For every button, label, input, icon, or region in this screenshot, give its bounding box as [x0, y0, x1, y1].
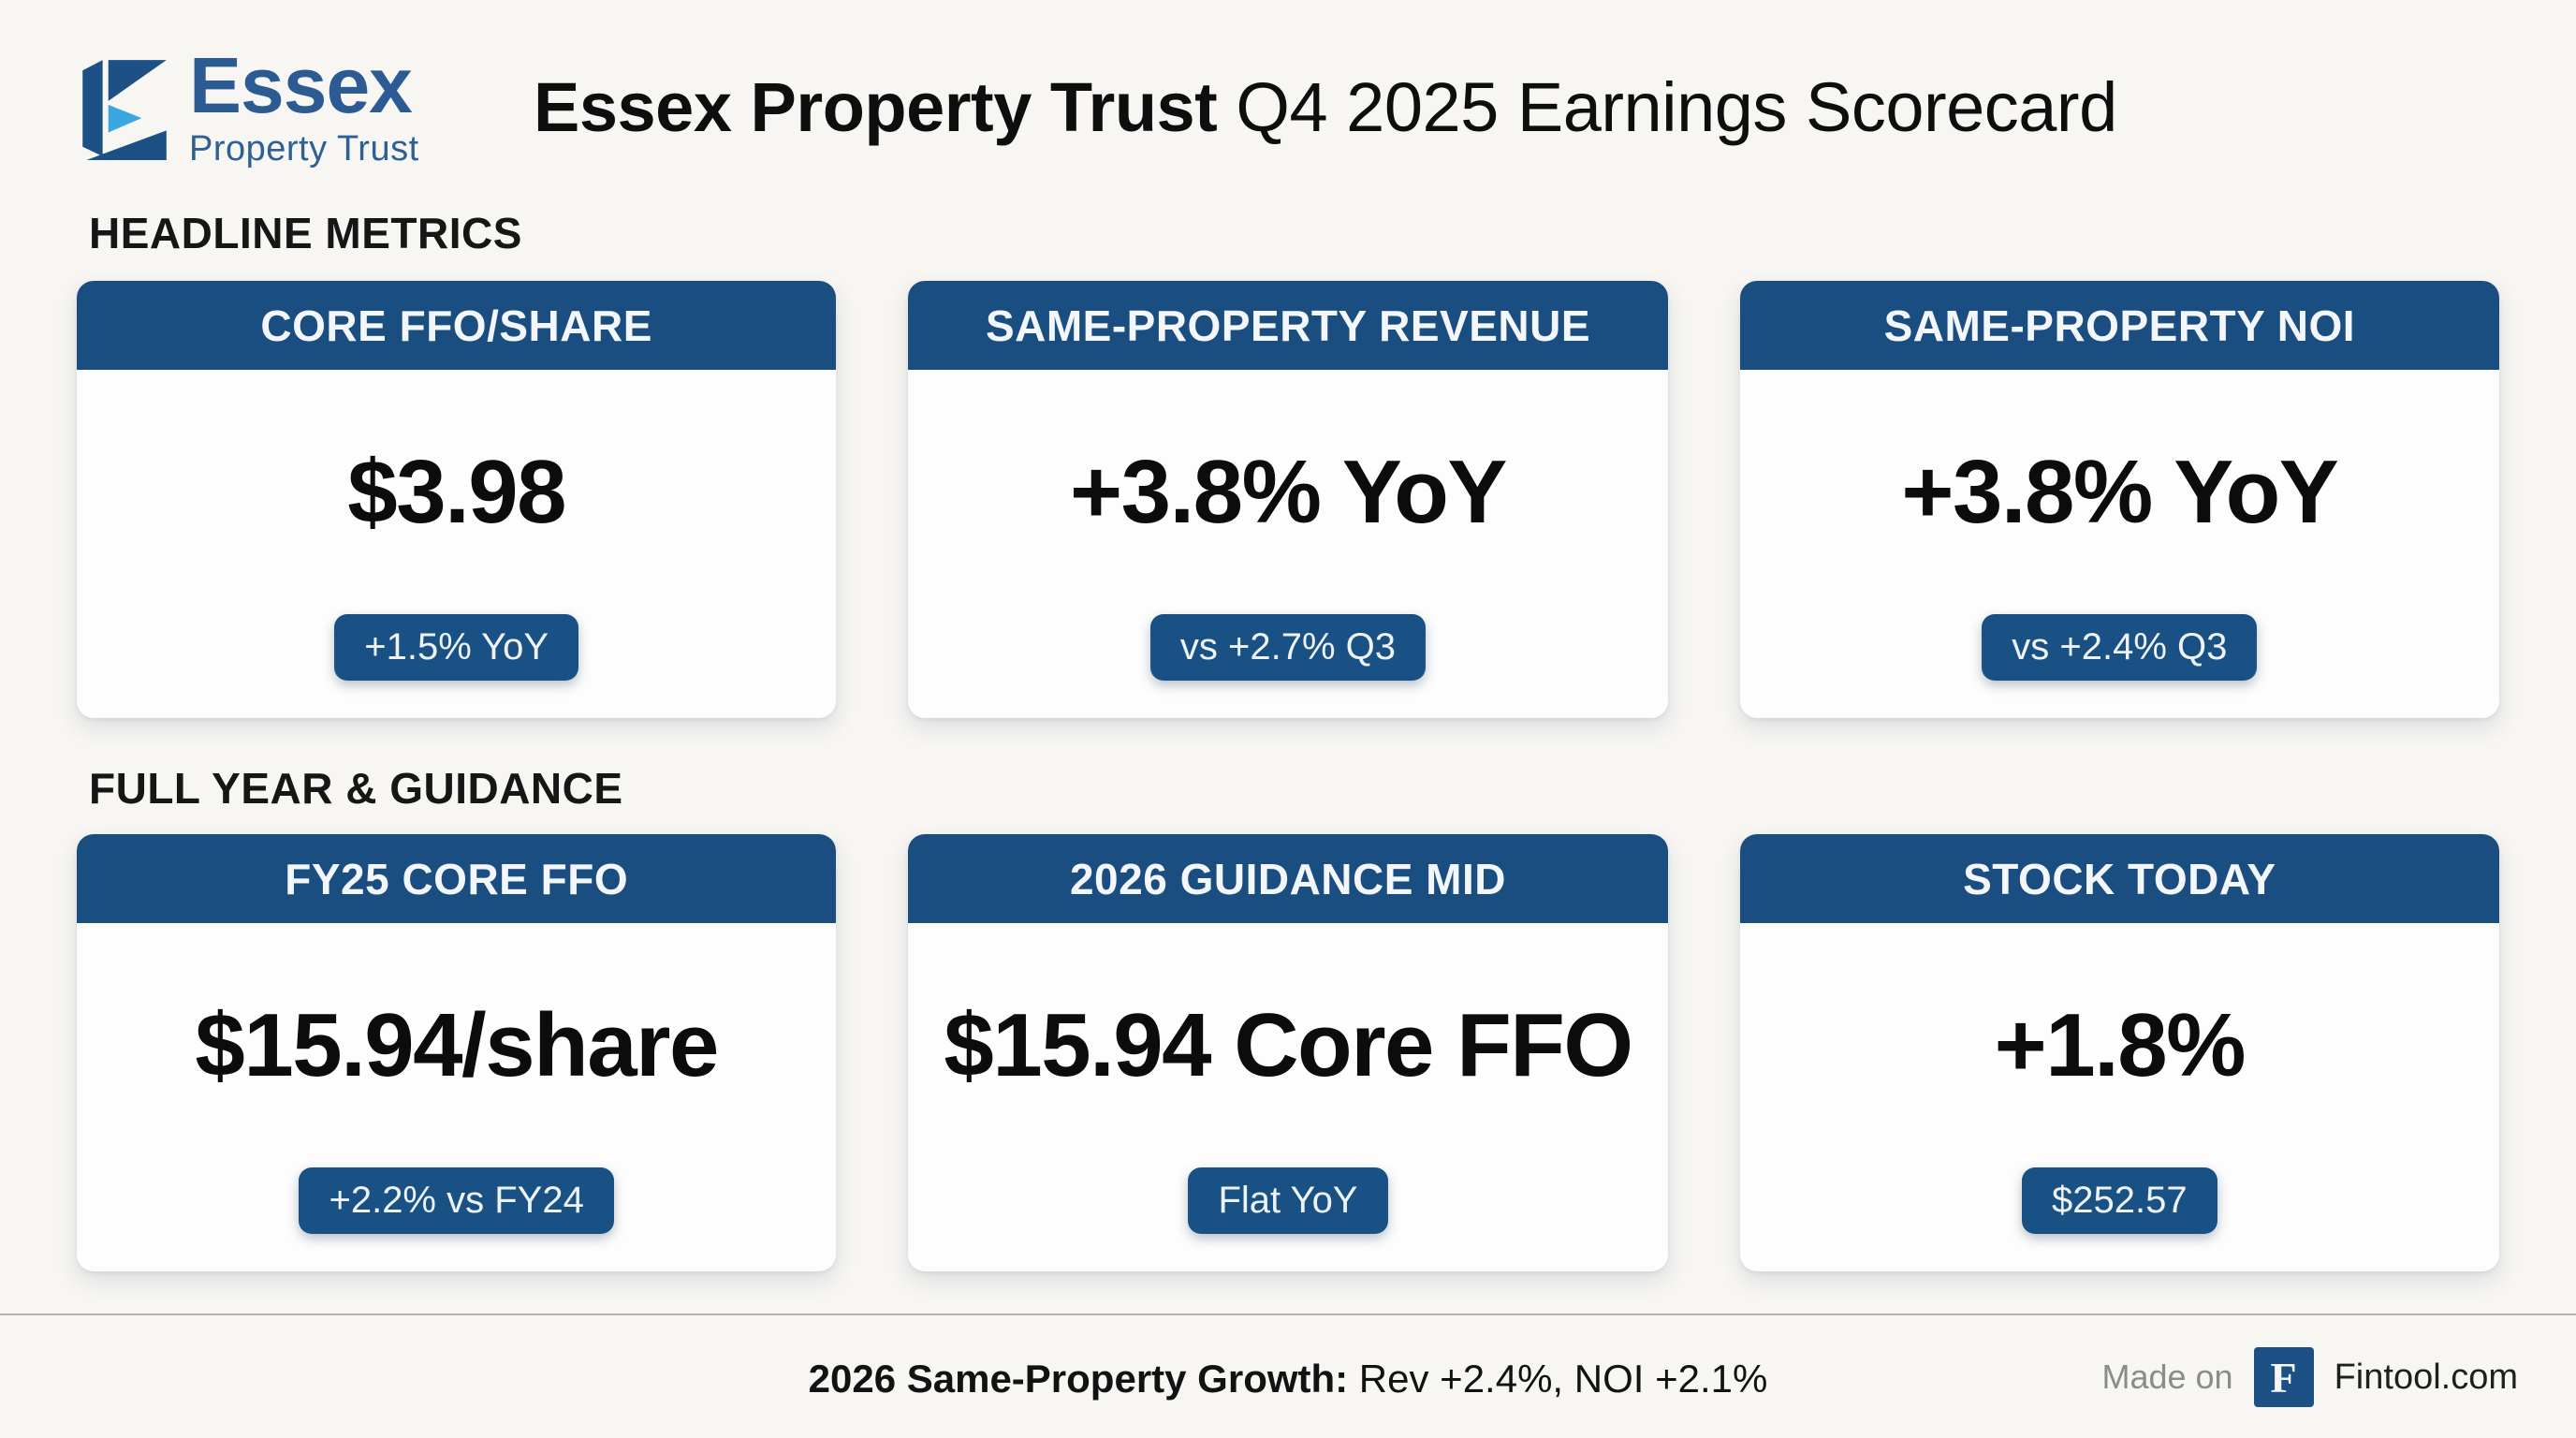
- metric-badge-core-ffo-share: +1.5% YoY: [334, 614, 579, 681]
- section-label-full-year-guidance: FULL YEAR & GUIDANCE: [89, 764, 623, 813]
- section-full-year-guidance: FULL YEAR & GUIDANCE FY25 CORE FFO $15.9…: [0, 763, 2576, 1271]
- made-on-label: Made on: [2101, 1357, 2233, 1396]
- metric-badge-same-property-noi: vs +2.4% Q3: [1982, 614, 2258, 681]
- card-body: +3.8% YoY vs +2.4% Q3: [1740, 370, 2499, 718]
- metric-card-stock-today: STOCK TODAY +1.8% $252.57: [1739, 834, 2499, 1271]
- footer-note: 2026 Same-Property Growth: Rev +2.4%, NO…: [0, 1357, 2576, 1401]
- metric-card-2026-guidance-mid: 2026 GUIDANCE MID $15.94 Core FFO Flat Y…: [908, 834, 1668, 1271]
- metric-badge-stock-today: $252.57: [2022, 1167, 2217, 1234]
- metric-badge-fy25-core-ffo: +2.2% vs FY24: [299, 1167, 614, 1234]
- essex-logo-subtitle: Property Trust: [189, 128, 419, 169]
- metric-value-same-property-revenue: +3.8% YoY: [1070, 441, 1507, 542]
- card-title-stock-today: STOCK TODAY: [1739, 834, 2499, 923]
- metric-card-core-ffo-share: CORE FFO/SHARE $3.98 +1.5% YoY: [77, 281, 837, 718]
- card-title-fy25-core-ffo: FY25 CORE FFO: [77, 834, 837, 923]
- section-label-headline-metrics: HEADLINE METRICS: [89, 209, 522, 257]
- fintool-brand-link[interactable]: Fintool.com: [2334, 1357, 2518, 1397]
- headline-metrics-row: CORE FFO/SHARE $3.98 +1.5% YoY SAME-PROP…: [0, 281, 2576, 718]
- card-body: +3.8% YoY vs +2.7% Q3: [908, 370, 1667, 718]
- fintool-logo-icon: F: [2253, 1347, 2314, 1407]
- card-body: +1.8% $252.57: [1740, 923, 2499, 1271]
- card-title-2026-guidance-mid: 2026 GUIDANCE MID: [908, 834, 1668, 923]
- card-title-same-property-revenue: SAME-PROPERTY REVENUE: [908, 281, 1668, 370]
- metric-value-fy25-core-ffo: $15.94/share: [195, 994, 719, 1095]
- full-year-guidance-row: FY25 CORE FFO $15.94/share +2.2% vs FY24…: [0, 834, 2576, 1271]
- card-body: $15.94 Core FFO Flat YoY: [908, 923, 1667, 1271]
- fintool-logo-letter: F: [2270, 1353, 2297, 1401]
- page-title-rest: Q4 2025 Earnings Scorecard: [1217, 68, 2117, 146]
- metric-badge-same-property-revenue: vs +2.7% Q3: [1149, 614, 1427, 681]
- essex-logo-text: Essex Property Trust: [189, 41, 419, 169]
- card-title-core-ffo-share: CORE FFO/SHARE: [77, 281, 837, 370]
- metric-value-same-property-noi: +3.8% YoY: [1901, 441, 2338, 542]
- footer-note-rest: Rev +2.4%, NOI +2.1%: [1348, 1357, 1768, 1401]
- metric-value-core-ffo-share: $3.98: [347, 441, 566, 542]
- metric-card-same-property-revenue: SAME-PROPERTY REVENUE +3.8% YoY vs +2.7%…: [908, 281, 1668, 718]
- page-header: Essex Property Trust Essex Property Trus…: [0, 0, 2576, 198]
- page-title: Essex Property Trust Q4 2025 Earnings Sc…: [534, 67, 2117, 147]
- section-headline-metrics: HEADLINE METRICS CORE FFO/SHARE $3.98 +1…: [0, 208, 2576, 718]
- essex-logo: Essex Property Trust: [77, 41, 419, 169]
- fintool-credit: Made on F Fintool.com: [2101, 1347, 2518, 1407]
- metric-card-fy25-core-ffo: FY25 CORE FFO $15.94/share +2.2% vs FY24: [77, 834, 837, 1271]
- footer-note-bold: 2026 Same-Property Growth:: [808, 1357, 1349, 1401]
- metric-value-stock-today: +1.8%: [1994, 994, 2247, 1095]
- card-body: $3.98 +1.5% YoY: [77, 370, 836, 718]
- card-title-same-property-noi: SAME-PROPERTY NOI: [1739, 281, 2499, 370]
- card-body: $15.94/share +2.2% vs FY24: [77, 923, 836, 1271]
- page-title-bold: Essex Property Trust: [534, 68, 1218, 146]
- essex-logo-mark-icon: [82, 60, 167, 161]
- metric-card-same-property-noi: SAME-PROPERTY NOI +3.8% YoY vs +2.4% Q3: [1739, 281, 2499, 718]
- metric-value-2026-guidance-mid: $15.94 Core FFO: [944, 994, 1633, 1095]
- metric-badge-2026-guidance-mid: Flat YoY: [1188, 1167, 1388, 1234]
- essex-logo-name: Essex: [189, 41, 413, 129]
- page-footer: 2026 Same-Property Growth: Rev +2.4%, NO…: [0, 1313, 2576, 1438]
